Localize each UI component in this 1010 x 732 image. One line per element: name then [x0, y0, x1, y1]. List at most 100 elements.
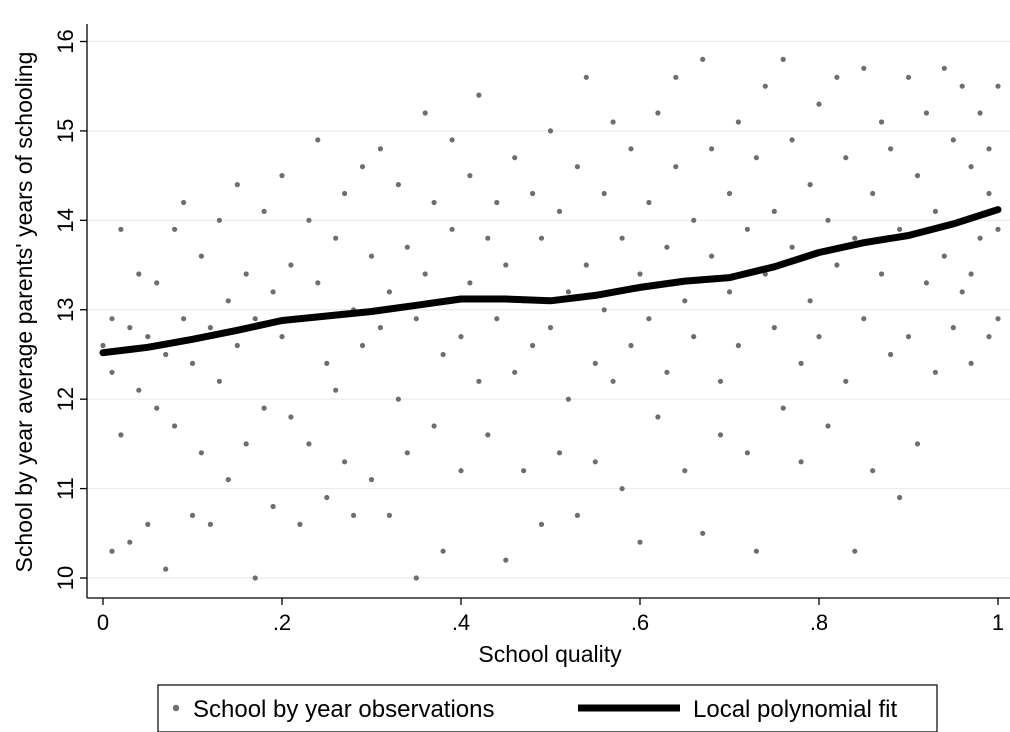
scatter-point [404, 450, 410, 456]
scatter-point [431, 199, 437, 206]
scatter-point [494, 316, 500, 322]
scatter-point [288, 414, 294, 420]
scatter-point [834, 262, 840, 268]
scatter-point [440, 351, 446, 358]
x-axis-title: School quality [478, 641, 622, 667]
scatter-point [923, 280, 930, 286]
scatter-point [852, 548, 858, 554]
y-tick-label: 15 [53, 119, 78, 143]
scatter-point [297, 521, 303, 528]
scatter-point [467, 173, 473, 179]
scatter-point [601, 190, 607, 197]
scatter-point [413, 316, 419, 322]
scatter-point [154, 280, 160, 286]
scatter-point [691, 334, 697, 340]
scatter-point [601, 307, 607, 313]
scatter-point [413, 575, 419, 581]
scatter-point [843, 155, 849, 161]
scatter-point [592, 459, 598, 465]
scatter-point [216, 378, 222, 384]
scatter-point [610, 378, 616, 384]
scatter-point [834, 74, 840, 80]
fit-line [99, 206, 1002, 357]
scatter-point [422, 110, 428, 116]
scatter-point [914, 173, 921, 179]
scatter-point [449, 137, 455, 143]
scatter-point [753, 155, 760, 161]
y-axis-title: School by year average parents' years of… [11, 52, 37, 573]
scatter-point [324, 360, 330, 366]
scatter-point [288, 262, 294, 268]
scatter-point [726, 190, 733, 197]
legend: School by year observations Local polyno… [157, 684, 938, 732]
scatter-point [342, 190, 348, 197]
scatter-point [449, 226, 455, 232]
scatter-point [279, 334, 285, 340]
scatter-point [744, 226, 751, 232]
scatter-point [494, 199, 500, 206]
scatter-point [243, 271, 249, 277]
scatter-point [968, 164, 974, 170]
scatter-point [959, 289, 965, 295]
scatter-point [744, 450, 751, 456]
scatter-point [163, 566, 169, 572]
scatter-point [646, 316, 652, 322]
scatter-point [189, 512, 196, 519]
scatter-point [368, 253, 375, 259]
scatter-point [664, 244, 670, 250]
scatter-point [968, 360, 974, 366]
scatter-point [619, 235, 625, 241]
scatter-point [181, 316, 187, 322]
scatter-point [395, 396, 401, 402]
scatter-point [780, 56, 786, 63]
scatter-point [306, 217, 312, 223]
scatter-point [888, 351, 894, 358]
scatter-point [216, 217, 222, 223]
scatter-point [386, 512, 392, 519]
scatter-point [700, 56, 706, 63]
scatter-point [547, 325, 554, 331]
scatter-point [977, 110, 983, 116]
scatter-point [825, 423, 831, 429]
scatter-point [941, 65, 947, 71]
scatter-point [709, 146, 715, 152]
scatter-point [673, 164, 679, 170]
scatter-point [270, 503, 276, 510]
scatter-point [879, 119, 885, 125]
scatter-point [950, 137, 956, 143]
scatter-point [136, 387, 142, 393]
scatter-point [189, 360, 196, 366]
scatter-point [172, 423, 178, 429]
scatter-point [610, 119, 616, 125]
scatter-point [315, 137, 321, 143]
scatter-point [440, 548, 446, 554]
scatter-point [789, 244, 795, 250]
scatter-point [261, 405, 267, 411]
scatter-point [592, 360, 598, 366]
x-tick-label: .6 [631, 610, 649, 635]
scatter-point [771, 325, 777, 331]
x-axis: 0 .2 .4 .6 .8 1 [87, 597, 1010, 635]
y-tick-label: 16 [53, 29, 78, 53]
legend-label-fit: Local polynomial fit [693, 696, 897, 723]
scatter-point [225, 298, 231, 304]
scatter-point [530, 190, 536, 197]
scatter-point [485, 432, 491, 438]
scatter-point [574, 512, 581, 519]
x-tick-label: .2 [273, 610, 291, 635]
scatter-point [118, 226, 124, 232]
scatter-point [565, 289, 572, 295]
scatter-point [100, 342, 106, 349]
scatter-point [467, 280, 473, 286]
scatter-point [583, 74, 589, 80]
scatter-point [735, 119, 742, 125]
scatter-point [109, 369, 115, 375]
scatter-point [458, 468, 464, 474]
scatter-point [333, 235, 339, 241]
scatter-point [243, 441, 249, 447]
y-tick-label: 10 [53, 566, 78, 590]
legend-label-scatter: School by year observations [193, 696, 495, 723]
scatter-point [941, 253, 947, 259]
scatter-point [968, 271, 974, 277]
